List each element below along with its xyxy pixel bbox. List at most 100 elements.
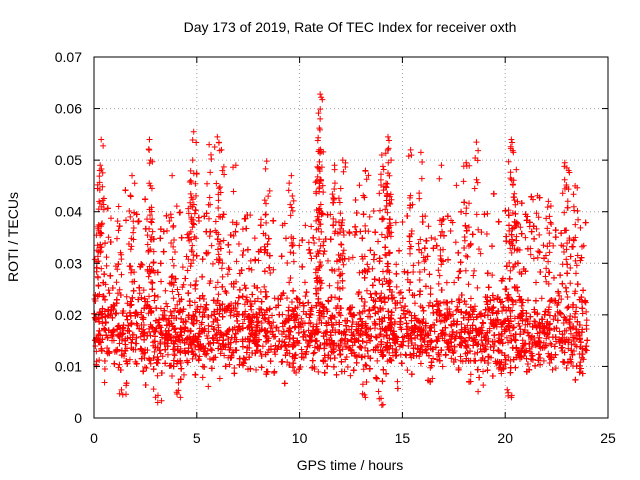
- data-point: [198, 319, 205, 326]
- data-point: [296, 242, 303, 249]
- data-point: [576, 362, 583, 369]
- data-point: [412, 341, 419, 348]
- data-point: [240, 247, 247, 254]
- data-point: [474, 349, 481, 356]
- data-point: [360, 366, 367, 373]
- data-point: [140, 321, 147, 328]
- data-point: [241, 316, 248, 323]
- data-point: [515, 320, 522, 327]
- data-point: [199, 374, 206, 381]
- data-point: [491, 296, 498, 303]
- data-point: [508, 249, 515, 256]
- data-point: [471, 303, 478, 310]
- data-point: [143, 365, 150, 372]
- data-point: [212, 332, 219, 339]
- data-point: [564, 294, 571, 301]
- data-point: [203, 250, 210, 257]
- data-point: [144, 241, 151, 248]
- data-point: [582, 299, 589, 306]
- data-point: [207, 346, 214, 353]
- data-point: [272, 342, 279, 349]
- data-point: [154, 353, 161, 360]
- data-point: [442, 331, 449, 338]
- data-point: [374, 357, 381, 364]
- data-point: [577, 224, 584, 231]
- data-point: [534, 330, 541, 337]
- data-point: [221, 352, 228, 359]
- data-point: [171, 341, 178, 348]
- data-point: [508, 296, 515, 303]
- data-point: [449, 219, 456, 226]
- data-point: [205, 215, 212, 222]
- data-point: [370, 208, 377, 215]
- data-point: [116, 361, 123, 368]
- data-point: [507, 337, 514, 344]
- data-point: [173, 203, 180, 210]
- data-point: [131, 180, 138, 187]
- data-point: [535, 214, 542, 221]
- data-point: [434, 356, 441, 363]
- data-point: [429, 375, 436, 382]
- data-point: [376, 332, 383, 339]
- data-point: [458, 321, 465, 328]
- data-point: [363, 339, 370, 346]
- data-point: [519, 337, 526, 344]
- data-point: [435, 267, 442, 274]
- data-point: [226, 361, 233, 368]
- data-point: [367, 325, 374, 332]
- data-point: [478, 229, 485, 236]
- data-point: [191, 299, 198, 306]
- data-point: [439, 363, 446, 370]
- data-point: [570, 323, 577, 330]
- data-point: [480, 368, 487, 375]
- data-point: [530, 255, 537, 262]
- data-point: [279, 358, 286, 365]
- data-point: [403, 326, 410, 333]
- data-point: [162, 287, 169, 294]
- data-point: [580, 242, 587, 249]
- data-point: [161, 312, 168, 319]
- data-point: [527, 251, 534, 258]
- data-point: [437, 318, 444, 325]
- data-point: [196, 353, 203, 360]
- data-point: [96, 357, 103, 364]
- data-point: [393, 261, 400, 268]
- data-point: [302, 293, 309, 300]
- data-point: [324, 257, 331, 264]
- data-point: [546, 360, 553, 367]
- data-layer: [91, 91, 591, 409]
- data-point: [565, 345, 572, 352]
- data-point: [392, 305, 399, 312]
- data-point: [273, 324, 280, 331]
- data-point: [475, 388, 482, 395]
- data-point: [456, 268, 463, 275]
- data-point: [378, 290, 385, 297]
- data-point: [298, 315, 305, 322]
- data-point: [241, 282, 248, 289]
- data-point: [514, 287, 521, 294]
- data-point: [270, 266, 277, 273]
- data-point: [552, 365, 559, 372]
- data-point: [230, 312, 237, 319]
- data-point: [270, 319, 277, 326]
- data-point: [302, 222, 309, 229]
- data-point: [263, 219, 270, 226]
- data-point: [579, 310, 586, 317]
- data-point: [103, 254, 110, 261]
- data-point: [550, 242, 557, 249]
- data-point: [167, 308, 174, 315]
- data-point: [284, 295, 291, 302]
- data-point: [253, 366, 260, 373]
- data-point: [524, 329, 531, 336]
- data-point: [171, 352, 178, 359]
- data-point: [558, 345, 565, 352]
- data-point: [92, 343, 99, 350]
- data-point: [258, 216, 265, 223]
- data-point: [298, 346, 305, 353]
- data-point: [267, 269, 274, 276]
- data-point: [308, 223, 315, 230]
- data-point: [452, 239, 459, 246]
- data-point: [527, 348, 534, 355]
- data-point: [215, 324, 222, 331]
- data-point: [583, 308, 590, 315]
